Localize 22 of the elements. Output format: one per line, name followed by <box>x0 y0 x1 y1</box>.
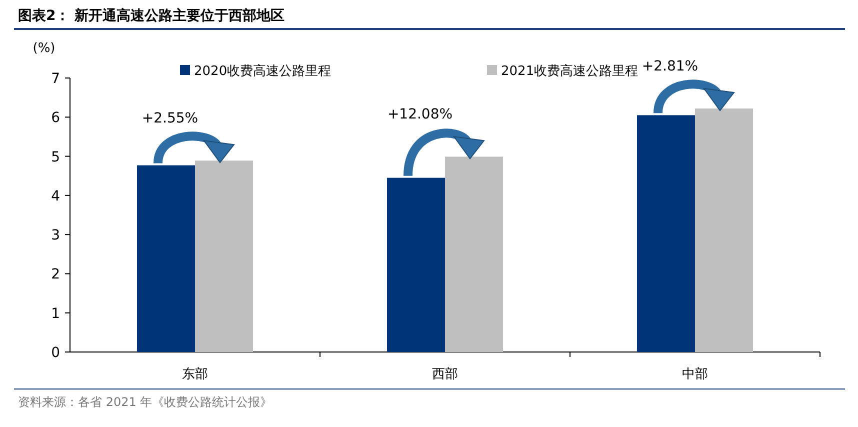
bar <box>637 115 695 352</box>
text: +2.81% <box>642 58 698 75</box>
text: 资料来源：各省 2021 年《收费公路统计公报》 <box>18 395 272 409</box>
y-tick-label: 4 <box>51 188 60 204</box>
y-tick-label: 6 <box>51 110 60 126</box>
x-tick-label: 中部 <box>682 367 708 382</box>
y-tick-label: 2 <box>51 266 60 283</box>
legend-label: 2020收费高速公路里程 <box>194 63 332 79</box>
x-tick-label: 东部 <box>182 367 208 382</box>
x-tick-label: 西部 <box>432 367 458 382</box>
y-tick-label: 3 <box>51 228 60 244</box>
bar <box>387 178 445 352</box>
y-tick-label: 1 <box>51 306 60 322</box>
y-tick-label: 7 <box>51 71 60 87</box>
bar <box>137 165 195 352</box>
annotation: +12.08% <box>387 106 453 123</box>
legend-label: 2021收费高速公路里程 <box>501 63 638 79</box>
chart-title: 图表2： 新开通高速公路主要位于西部地区 <box>18 7 285 24</box>
annotation: +2.55% <box>142 110 198 127</box>
y-tick-label: 5 <box>51 149 60 166</box>
y-axis-title: (%) <box>32 41 56 56</box>
y-tick-label: 0 <box>51 345 60 361</box>
